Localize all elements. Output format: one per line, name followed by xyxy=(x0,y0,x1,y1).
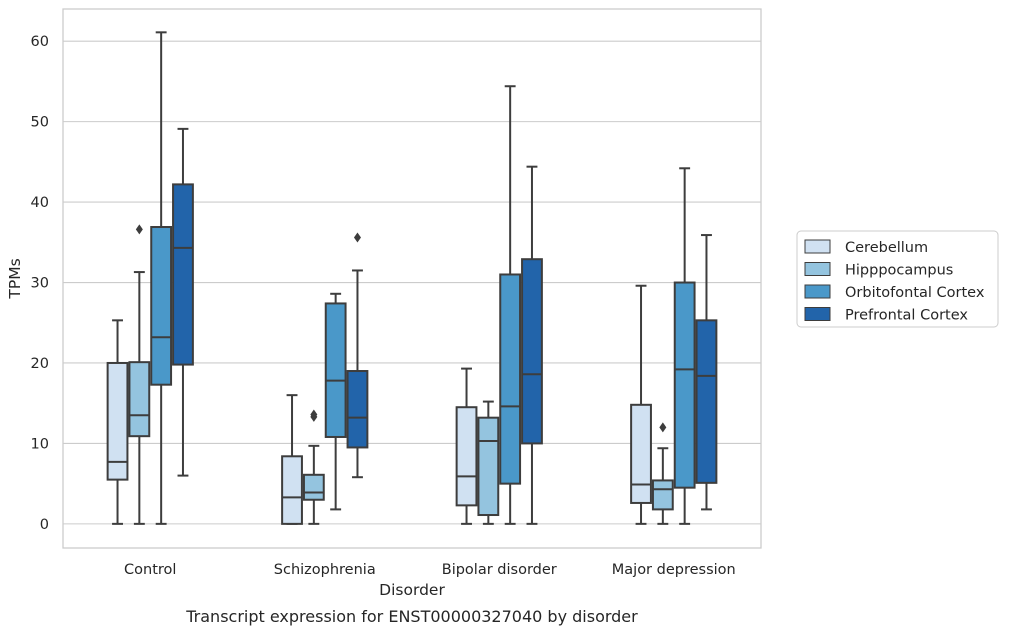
box-plot xyxy=(521,165,543,525)
box-plot xyxy=(172,127,194,477)
legend-label: Orbitofontal Cortex xyxy=(845,285,985,301)
x-tick-label: Schizophrenia xyxy=(274,562,376,578)
box-plot xyxy=(106,319,129,525)
box xyxy=(128,361,151,438)
outlier-point xyxy=(353,232,361,243)
box xyxy=(106,361,129,481)
box-plot xyxy=(281,394,303,525)
legend-swatch xyxy=(804,284,831,299)
box xyxy=(673,281,696,489)
box xyxy=(455,406,478,507)
y-tick-label: 40 xyxy=(31,195,49,211)
legend-label: Hipppocampus xyxy=(845,263,953,279)
box xyxy=(302,473,325,501)
box xyxy=(477,416,500,517)
box-plots xyxy=(106,31,718,525)
box xyxy=(281,455,303,525)
outlier-point xyxy=(659,422,667,433)
box xyxy=(346,370,369,449)
box xyxy=(150,226,173,386)
box-plot xyxy=(673,167,696,525)
legend-label: Prefrontal Cortex xyxy=(845,308,968,324)
axes: 0 10 20 30 40 50 60 Control Schizophrenia Bipolar… xyxy=(31,34,736,578)
x-axis-label: Disorder xyxy=(379,581,445,599)
box-plot xyxy=(302,409,325,525)
box-plot xyxy=(630,284,652,525)
box-plot xyxy=(499,85,522,525)
y-axis-label: TPMs xyxy=(6,258,24,299)
y-tick-label: 0 xyxy=(40,517,49,533)
y-tick-label: 50 xyxy=(31,115,49,131)
chart-caption: Transcript expression for ENST0000032704… xyxy=(185,607,638,626)
box-plot xyxy=(477,400,500,525)
legend-swatch xyxy=(804,262,831,276)
y-tick-label: 10 xyxy=(31,436,49,452)
box-plot xyxy=(455,367,478,525)
box xyxy=(630,403,652,504)
x-tick-label: Bipolar disorder xyxy=(442,562,557,578)
box-plot xyxy=(346,232,369,479)
legend-label: Cerebellum xyxy=(845,240,928,256)
box xyxy=(695,319,718,484)
box-plot xyxy=(651,422,674,525)
x-tick-label: Major depression xyxy=(612,562,736,578)
box xyxy=(651,479,674,511)
outlier-point xyxy=(310,409,318,420)
box-plot xyxy=(324,292,347,511)
box xyxy=(172,183,194,366)
box-plot xyxy=(128,224,151,525)
box xyxy=(499,273,522,485)
y-tick-label: 30 xyxy=(31,276,49,292)
box-plot xyxy=(150,31,173,525)
legend-swatch xyxy=(804,239,831,254)
legend: Cerebellum Hipppocampus Orbitofontal Corte… xyxy=(796,230,999,328)
outlier-point xyxy=(135,224,143,235)
x-tick-label: Control xyxy=(124,562,176,578)
y-tick-label: 60 xyxy=(31,34,49,50)
box xyxy=(521,258,543,445)
legend-swatch xyxy=(804,307,831,321)
y-tick-label: 20 xyxy=(31,356,49,372)
plot-frame xyxy=(62,8,762,549)
legend-box xyxy=(796,230,999,328)
box xyxy=(324,302,347,438)
box-plot xyxy=(695,234,718,511)
